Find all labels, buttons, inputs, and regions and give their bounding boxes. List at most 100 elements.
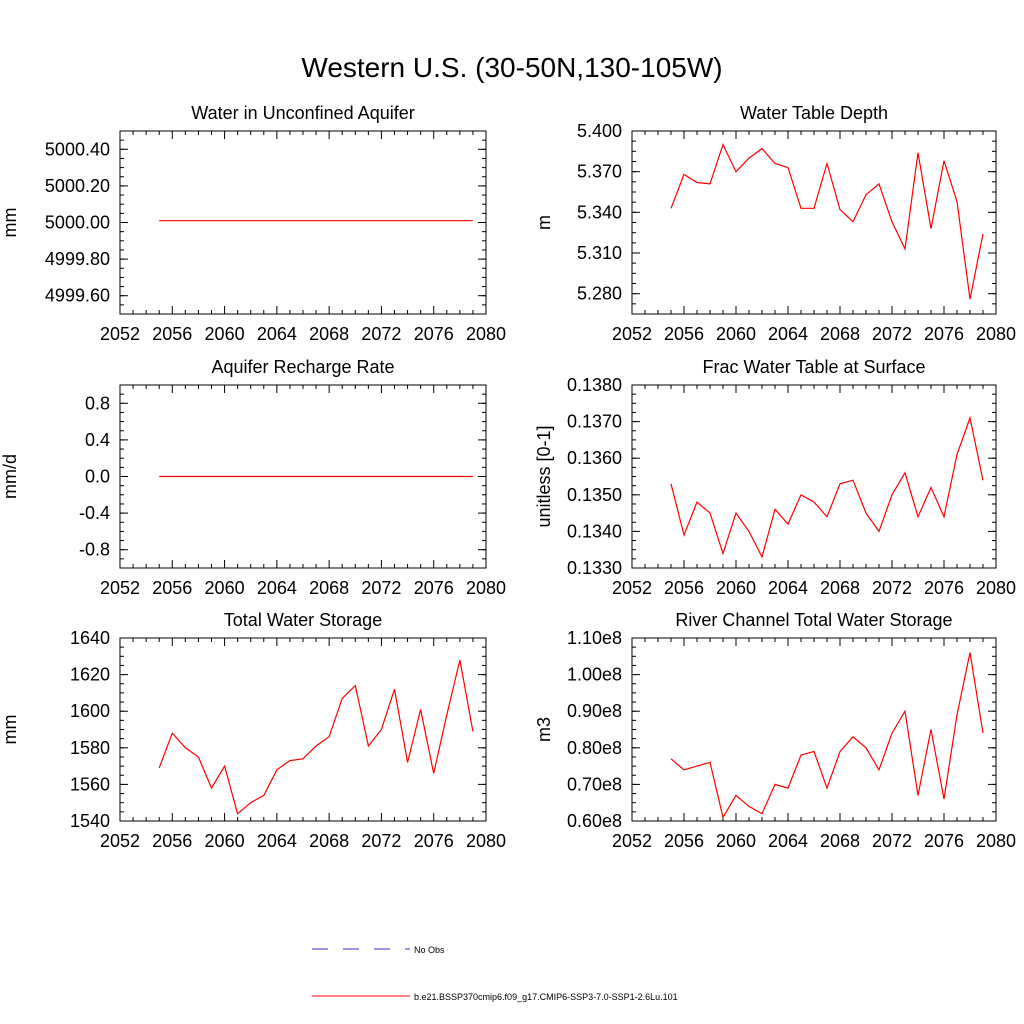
y-tick-label: 0.1350	[567, 485, 622, 505]
plot-frame	[631, 130, 997, 315]
x-tick-label: 2060	[205, 578, 245, 598]
x-tick-label: 2080	[466, 831, 506, 851]
y-tick-label: 0.1380	[567, 375, 622, 395]
x-tick-label: 2076	[414, 324, 454, 344]
y-tick-label: 4999.80	[45, 249, 110, 269]
y-tick-label: 1580	[70, 738, 110, 758]
x-tick-label: 2068	[820, 831, 860, 851]
x-tick-label: 2064	[768, 831, 808, 851]
y-tick-label: 1.00e8	[567, 665, 622, 685]
x-tick-label: 2052	[100, 578, 140, 598]
x-tick-label: 2052	[612, 324, 652, 344]
x-tick-label: 2052	[100, 831, 140, 851]
y-tick-label: 4999.60	[45, 286, 110, 306]
y-tick-label: 5.400	[577, 121, 622, 141]
y-tick-label: 5.340	[577, 202, 622, 222]
plot-frame	[631, 384, 997, 569]
y-tick-label: 5000.00	[45, 213, 110, 233]
chart-panel-2: Water Table Depth m 2052 2056 2060 2064 2068 20…	[534, 103, 1016, 344]
x-tick-label: 2068	[820, 324, 860, 344]
y-axis-label: mm	[0, 208, 20, 238]
y-axis-label: mm	[0, 715, 20, 745]
x-tick-label: 2056	[664, 324, 704, 344]
y-tick-label: 0.0	[85, 467, 110, 487]
x-tick-label: 2056	[152, 831, 192, 851]
x-tick-label: 2072	[361, 578, 401, 598]
x-tick-label: 2072	[361, 324, 401, 344]
series-line	[670, 142, 984, 300]
chart-panel-4: Frac Water Table at Surface unitless [0-1…	[534, 357, 1016, 598]
y-axis-label: m3	[534, 717, 554, 742]
y-axis-label: unitless [0-1]	[534, 425, 554, 527]
y-axis-label: mm/d	[0, 454, 20, 499]
y-tick-label: 0.8	[85, 393, 110, 413]
y-tick-label: 1.10e8	[567, 628, 622, 648]
y-tick-label: 0.1340	[567, 521, 622, 541]
y-tick-label: 5000.20	[45, 176, 110, 196]
series-line	[158, 659, 474, 815]
x-tick-label: 2064	[768, 324, 808, 344]
x-tick-label: 2056	[152, 578, 192, 598]
x-tick-label: 2060	[716, 831, 756, 851]
legend-label: b.e21.BSSP370cmip6.f09_g17.CMIP6-SSP3-7.…	[414, 992, 678, 1002]
y-tick-label: 0.80e8	[567, 738, 622, 758]
y-tick-label: -0.4	[79, 503, 110, 523]
y-tick-label: 0.1370	[567, 412, 622, 432]
x-tick-label: 2068	[820, 578, 860, 598]
chart-panel-5: Total Water Storage mm 2052 2056 2060 2064 206…	[0, 610, 506, 851]
chart-panel-3: Aquifer Recharge Rate mm/d 2052 2056 2060 206…	[0, 357, 506, 598]
plot-frame	[119, 637, 487, 822]
panel-title: River Channel Total Water Storage	[675, 610, 952, 630]
panel-title: Water Table Depth	[740, 103, 888, 123]
plot-frame	[119, 130, 487, 315]
y-tick-label: 0.60e8	[567, 811, 622, 831]
x-tick-label: 2052	[612, 578, 652, 598]
y-axis-label: m	[534, 215, 554, 230]
x-tick-label: 2076	[924, 578, 964, 598]
figure-title: Western U.S. (30-50N,130-105W)	[301, 52, 723, 83]
x-tick-label: 2072	[361, 831, 401, 851]
panel-title: Total Water Storage	[224, 610, 382, 630]
y-tick-label: 0.90e8	[567, 701, 622, 721]
legend: No Obs b.e21.BSSP370cmip6.f09_g17.CMIP6-S…	[312, 945, 678, 1002]
x-tick-label: 2064	[768, 578, 808, 598]
x-tick-label: 2080	[466, 578, 506, 598]
y-tick-label: 0.1330	[567, 558, 622, 578]
x-tick-label: 2068	[309, 578, 349, 598]
panel-title: Water in Unconfined Aquifer	[191, 103, 414, 123]
x-tick-label: 2076	[924, 831, 964, 851]
x-tick-label: 2076	[414, 831, 454, 851]
x-tick-label: 2076	[414, 578, 454, 598]
x-tick-label: 2056	[664, 831, 704, 851]
x-tick-label: 2064	[257, 324, 297, 344]
y-tick-label: 1540	[70, 811, 110, 831]
x-tick-label: 2052	[612, 831, 652, 851]
plot-frame	[631, 637, 997, 822]
x-tick-label: 2052	[100, 324, 140, 344]
panel-title: Aquifer Recharge Rate	[211, 357, 394, 377]
series-line	[670, 652, 984, 819]
legend-label: No Obs	[414, 945, 445, 955]
x-tick-label: 2060	[205, 831, 245, 851]
x-tick-label: 2060	[205, 324, 245, 344]
x-tick-label: 2080	[466, 324, 506, 344]
y-tick-label: 5.310	[577, 243, 622, 263]
x-tick-label: 2080	[976, 578, 1016, 598]
x-tick-label: 2056	[664, 578, 704, 598]
series-line	[670, 415, 984, 559]
chart-panel-6: River Channel Total Water Storage m3 2052 2…	[534, 610, 1016, 851]
x-tick-label: 2064	[257, 831, 297, 851]
y-tick-label: 1600	[70, 701, 110, 721]
y-tick-label: 0.4	[85, 430, 110, 450]
x-tick-label: 2060	[716, 578, 756, 598]
chart-panel-1: Water in Unconfined Aquifer mm 2052 2056 206…	[0, 103, 506, 344]
y-tick-label: 0.70e8	[567, 774, 622, 794]
x-tick-label: 2068	[309, 324, 349, 344]
y-tick-label: 1560	[70, 774, 110, 794]
y-tick-label: 1620	[70, 665, 110, 685]
x-tick-label: 2072	[872, 324, 912, 344]
x-tick-label: 2080	[976, 324, 1016, 344]
y-tick-label: 1640	[70, 628, 110, 648]
x-tick-label: 2072	[872, 578, 912, 598]
